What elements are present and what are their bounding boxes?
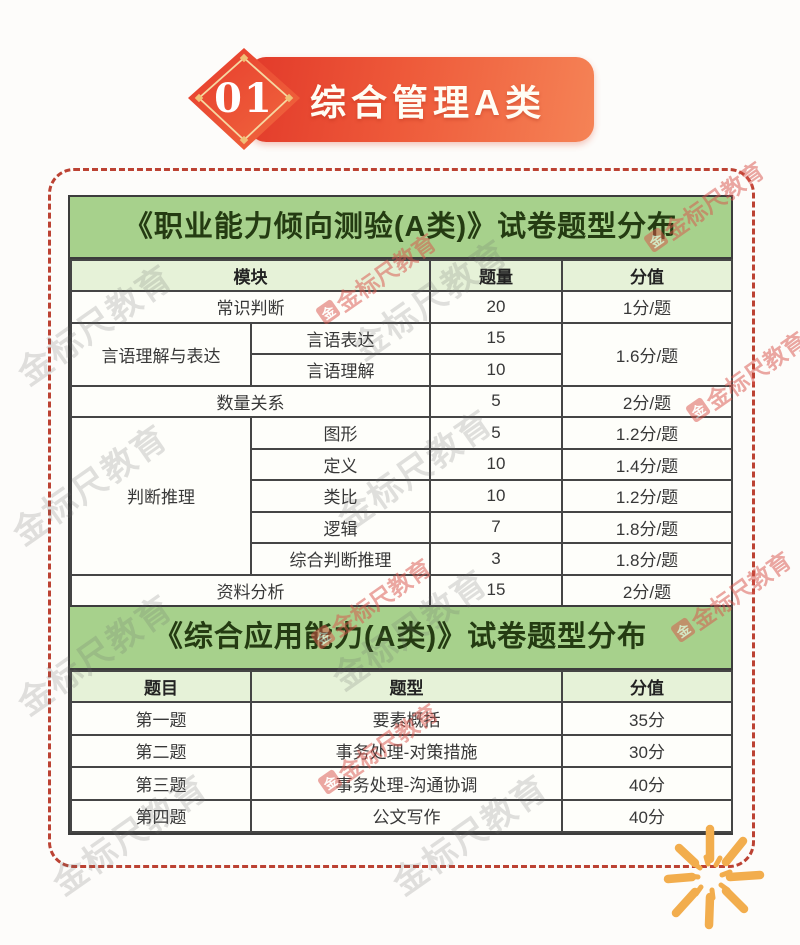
table-cell: 2分/题 (561, 384, 733, 418)
content-border (48, 168, 755, 868)
table-cell: 1.6分/题 (561, 321, 733, 387)
table-cell: 20 (429, 290, 563, 324)
table1-title: 《职业能力倾向测验(A类)》试卷题型分布 (70, 197, 731, 259)
table-cell: 5 (429, 416, 563, 450)
table-cell: 言语表达 (250, 321, 431, 355)
section-banner: 综合管理A类 (248, 57, 594, 142)
table-row: 数量关系 5 2分/题 (70, 384, 733, 418)
table-cell: 要素概括 (250, 701, 563, 736)
header-row: 题目 题型 分值 (70, 670, 733, 703)
section-number: 01 (214, 75, 274, 122)
table-cell: 10 (429, 479, 563, 513)
table-row: 第四题 公文写作 40分 (70, 798, 733, 833)
table-row: 判断推理 图形 5 1.2分/题 (70, 416, 733, 576)
table-cell: 第四题 (70, 798, 252, 833)
table-row: 综合判断推理 3 1.8分/题 (71, 542, 733, 576)
tables-block: 《职业能力倾向测验(A类)》试卷题型分布 模块 题量 分值 常识判断 20 1分/题 言语理… (68, 195, 733, 835)
table-cell: 3 (429, 542, 563, 576)
table-row: 第一题 要素概括 35分 (70, 701, 733, 736)
table-cell: 综合判断推理 (250, 542, 431, 576)
table-cell: 定义 (250, 447, 431, 481)
corner-dot-icon (284, 93, 294, 103)
diamond-shape (188, 48, 300, 150)
table-cell: 40分 (561, 766, 733, 801)
table-row: 资料分析 15 2分/题 (70, 573, 733, 607)
table-row: 第二题 事务处理-对策措施 30分 (70, 733, 733, 768)
table-cell: 第一题 (70, 701, 252, 736)
table-cell: 1.2分/题 (561, 416, 733, 450)
table-cell: 10 (429, 353, 563, 387)
table-cell: 1.4分/题 (561, 447, 733, 481)
table-cell: 5 (429, 384, 563, 418)
table-cell: 7 (429, 510, 563, 544)
table-cell: 类比 (250, 479, 431, 513)
table-cell: 第二题 (70, 733, 252, 768)
header-row: 模块 题量 分值 (70, 259, 733, 292)
table-cell: 事务处理-对策措施 (250, 733, 563, 768)
table-cell: 言语理解与表达 (70, 321, 252, 387)
table-cell: 事务处理-沟通协调 (250, 766, 563, 801)
header-cell: 分值 (561, 259, 733, 292)
table-row: 常识判断 20 1分/题 (70, 290, 733, 324)
firework-icon (663, 824, 765, 930)
table-row: 类比 10 1.2分/题 (71, 479, 733, 513)
aptitude-test-table: 模块 题量 分值 常识判断 20 1分/题 言语理解与表达 言语表达 15 1.6分/题 言语理解 1… (70, 259, 733, 607)
table-cell: 1.2分/题 (561, 479, 733, 513)
applied-ability-table: 题目 题型 分值 第一题 要素概括 35分 第二题 事务处理-对策措施 30分 第三题 事务处理-沟… (70, 670, 733, 833)
table2-title: 《综合应用能力(A类)》试卷题型分布 (70, 605, 731, 670)
table-cell: 数量关系 (70, 384, 431, 418)
header-cell: 题量 (429, 259, 563, 292)
table-cell: 15 (429, 573, 563, 607)
table-cell: 资料分析 (70, 573, 431, 607)
table-cell: 15 (429, 321, 563, 355)
header-cell: 分值 (561, 670, 733, 703)
table-cell: 10 (429, 447, 563, 481)
section-title: 综合管理A类 (310, 81, 546, 123)
table-cell: 35分 (561, 701, 733, 736)
table-row: 言语理解与表达 言语表达 15 1.6分/题 (70, 321, 733, 387)
table-cell: 言语理解 (250, 353, 431, 387)
section-number-badge: 01 (188, 48, 300, 150)
table-cell: 图形 (250, 416, 431, 450)
table-cell: 1.8分/题 (561, 510, 733, 544)
table-row: 第三题 事务处理-沟通协调 40分 (70, 766, 733, 801)
table-cell: 30分 (561, 733, 733, 768)
table-cell: 40分 (561, 798, 733, 833)
header-cell: 模块 (70, 259, 431, 292)
table-cell: 1分/题 (561, 290, 733, 324)
table-cell: 常识判断 (70, 290, 431, 324)
table-cell: 1.8分/题 (561, 542, 733, 576)
table-cell: 第三题 (70, 766, 252, 801)
table-cell: 公文写作 (250, 798, 563, 833)
table-cell: 2分/题 (561, 573, 733, 607)
header-cell: 题目 (70, 670, 252, 703)
table-cell: 判断推理 (70, 416, 252, 576)
header-cell: 题型 (250, 670, 563, 703)
table-cell: 逻辑 (250, 510, 431, 544)
